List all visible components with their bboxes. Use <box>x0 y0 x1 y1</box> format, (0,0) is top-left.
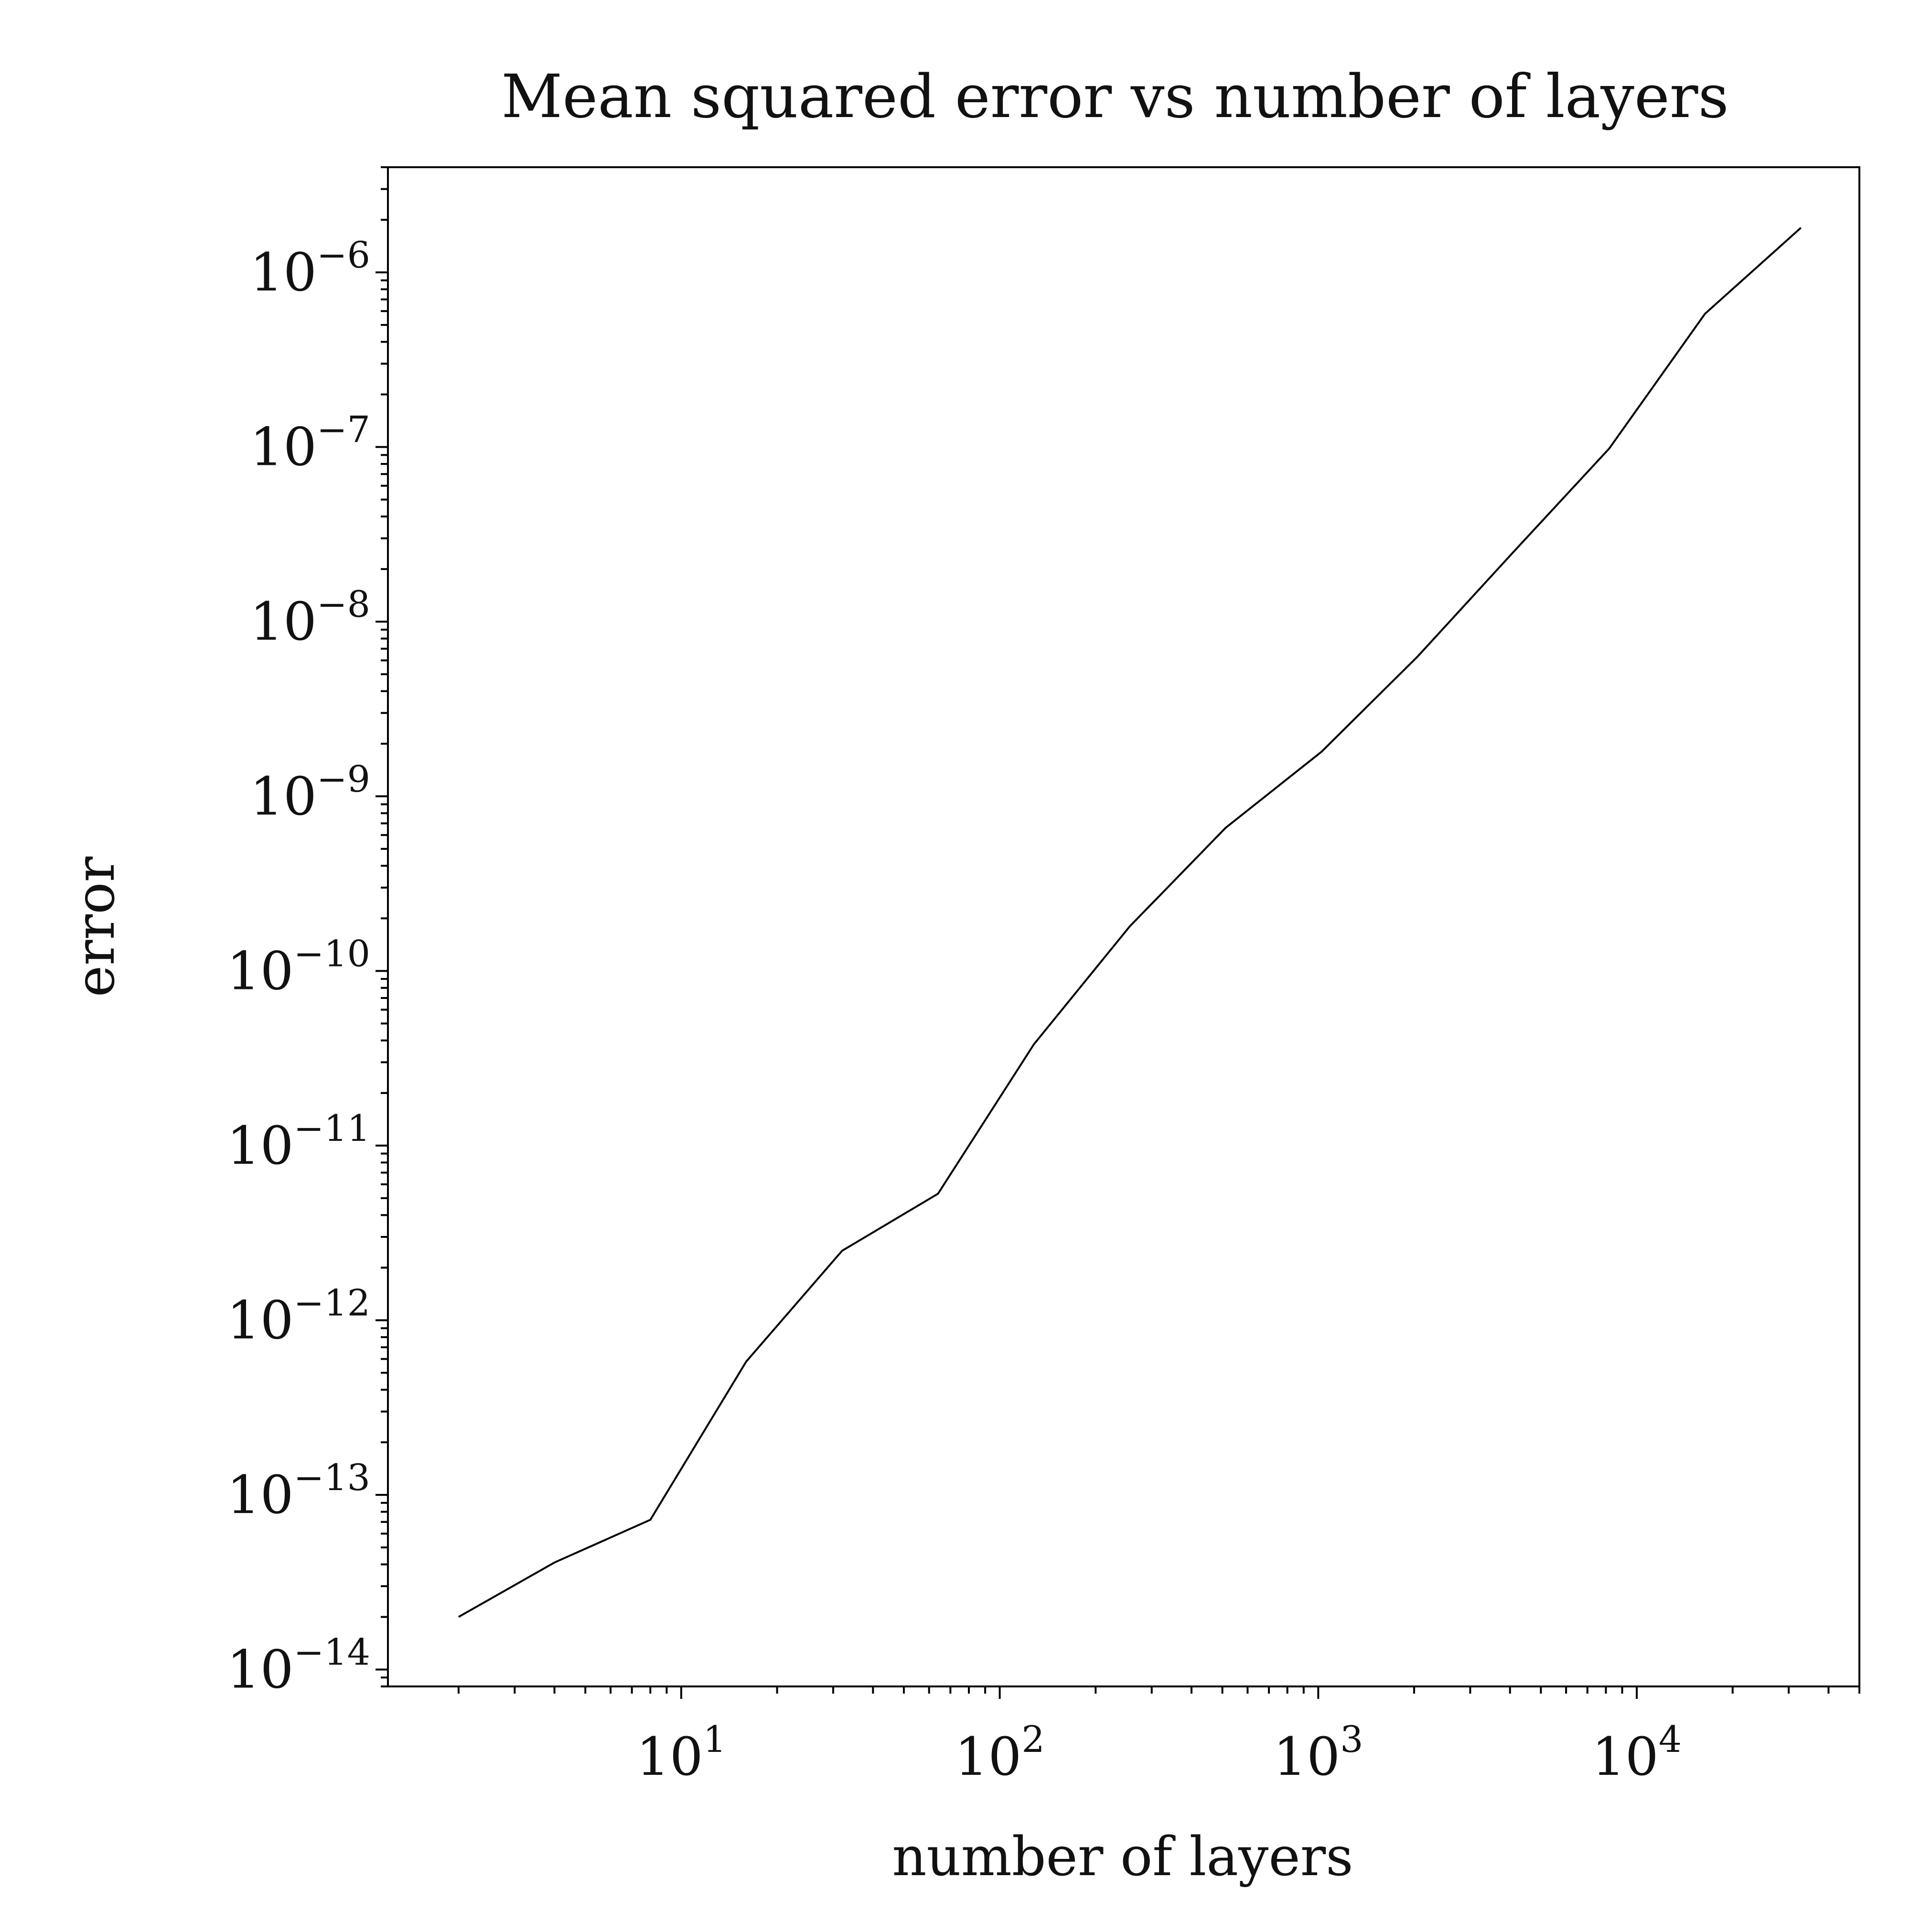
y-tick-label: 10−9 <box>250 758 370 827</box>
x-tick-label: 103 <box>1273 1718 1363 1787</box>
ticks-layer <box>376 166 1860 1699</box>
y-tick-label: 10−8 <box>250 583 370 652</box>
y-tick-label: 10−14 <box>227 1631 370 1700</box>
x-tick-label: 104 <box>1592 1718 1682 1787</box>
y-tick-label: 10−7 <box>250 408 370 478</box>
x-axis-label: number of layers <box>892 1826 1353 1888</box>
y-axis-label: error <box>64 856 127 997</box>
y-tick-label: 10−12 <box>227 1281 370 1351</box>
chart-title: Mean squared error vs number of layers <box>501 62 1728 131</box>
x-tick-label: 102 <box>955 1718 1044 1787</box>
series-line <box>458 227 1802 1618</box>
plot-frame <box>387 166 1860 1687</box>
y-tick-label: 10−11 <box>227 1107 370 1176</box>
y-tick-label: 10−10 <box>227 932 370 1001</box>
y-tick-label: 10−13 <box>227 1456 370 1525</box>
y-tick-label: 10−6 <box>250 234 370 303</box>
tick-labels-layer: 101 102 103 104 10−14 10−13 10−12 10−11 10−10 10−… <box>227 234 1682 1787</box>
x-tick-label: 101 <box>636 1718 726 1787</box>
